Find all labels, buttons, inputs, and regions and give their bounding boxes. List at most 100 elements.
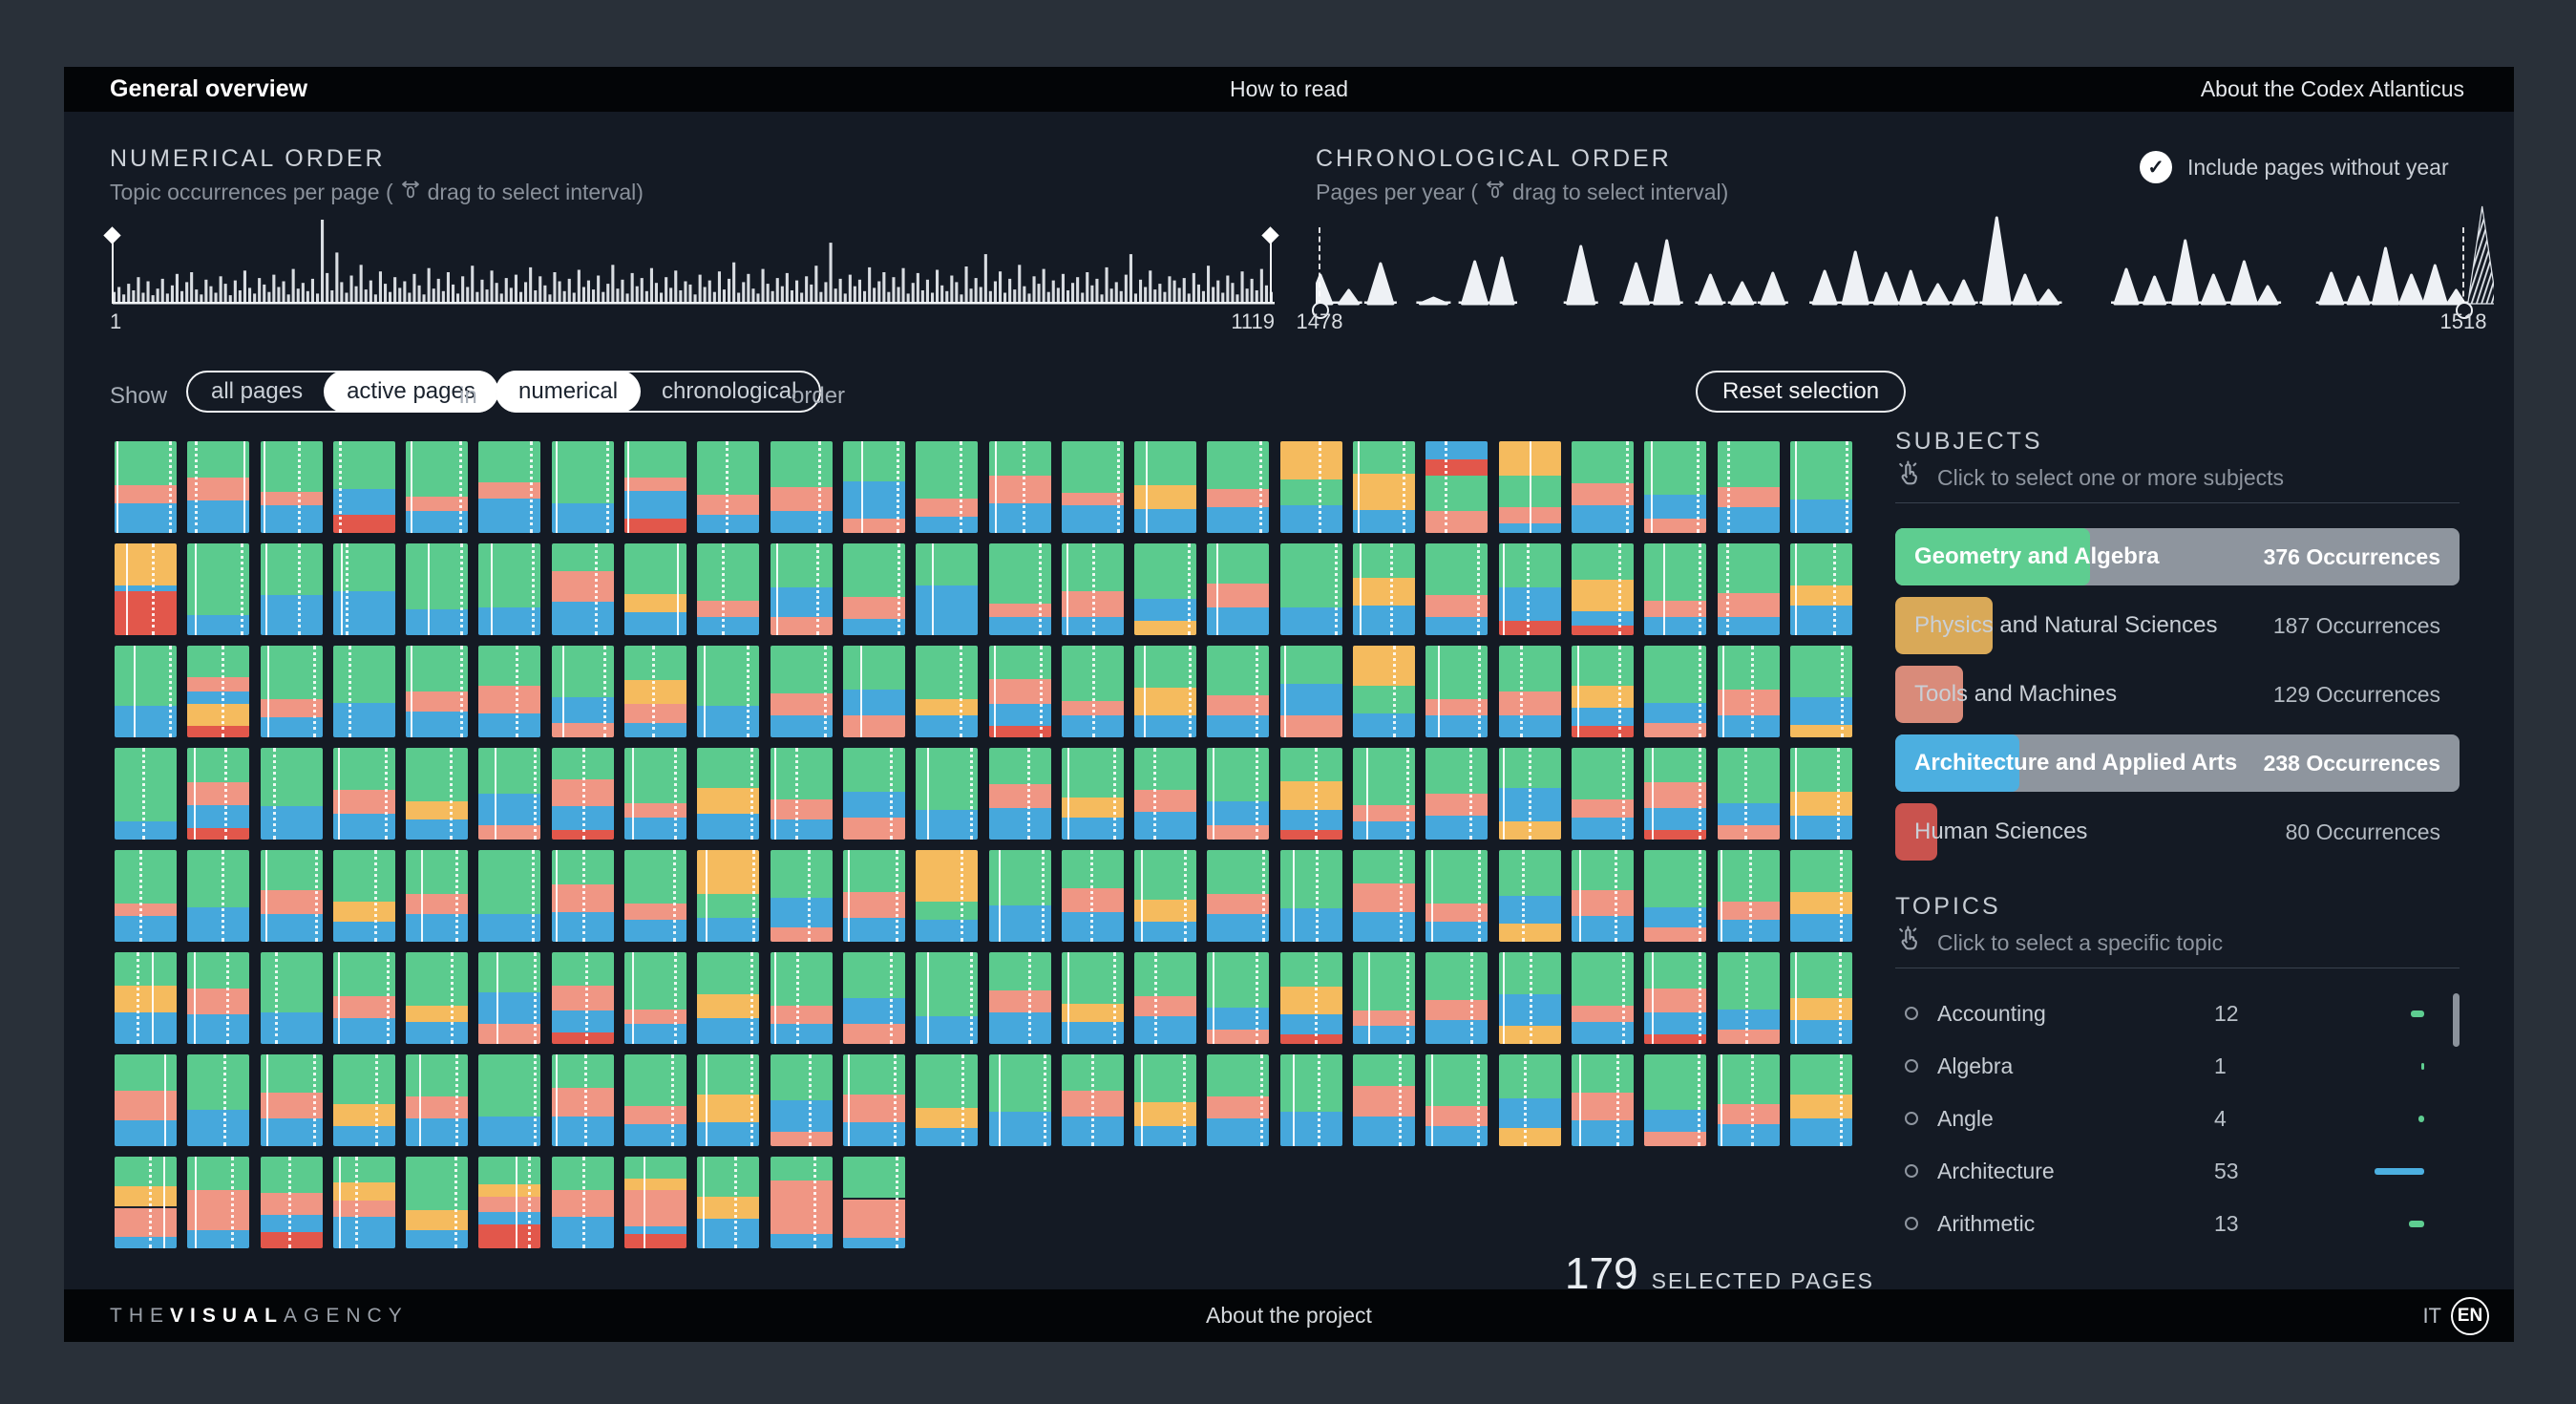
page-cell[interactable] bbox=[988, 1054, 1051, 1146]
subject-row[interactable]: Human Sciences 80 Occurrences bbox=[1895, 803, 2460, 861]
page-cell[interactable] bbox=[697, 850, 760, 942]
subject-row[interactable]: Physics and Natural Sciences 187 Occurren… bbox=[1895, 597, 2460, 654]
page-cell[interactable] bbox=[1061, 543, 1124, 635]
page-cell[interactable] bbox=[260, 1054, 323, 1146]
chrono-slider-start-handle[interactable] bbox=[1312, 302, 1329, 319]
page-cell[interactable] bbox=[1279, 441, 1342, 533]
page-cell[interactable] bbox=[1279, 646, 1342, 737]
subject-row[interactable]: Architecture and Applied Arts 238 Occurre… bbox=[1895, 734, 2460, 792]
page-cell[interactable] bbox=[115, 646, 177, 737]
subject-row[interactable]: Geometry and Algebra 376 Occurrences bbox=[1895, 528, 2460, 585]
page-cell[interactable] bbox=[1644, 850, 1707, 942]
page-cell[interactable] bbox=[406, 850, 469, 942]
page-cell[interactable] bbox=[916, 850, 979, 942]
toggle-numerical[interactable]: numerical bbox=[496, 371, 642, 413]
page-cell[interactable] bbox=[187, 646, 250, 737]
page-cell[interactable] bbox=[1353, 441, 1416, 533]
page-cell[interactable] bbox=[1134, 543, 1197, 635]
page-cell[interactable] bbox=[551, 441, 614, 533]
page-cell[interactable] bbox=[624, 748, 687, 840]
chronological-histogram[interactable] bbox=[1316, 197, 2494, 306]
page-cell[interactable] bbox=[1134, 850, 1197, 942]
page-cell[interactable] bbox=[1644, 1054, 1707, 1146]
page-cell[interactable] bbox=[916, 1054, 979, 1146]
page-cell[interactable] bbox=[624, 850, 687, 942]
page-cell[interactable] bbox=[770, 646, 833, 737]
page-cell[interactable] bbox=[1425, 543, 1489, 635]
page-cell[interactable] bbox=[1279, 748, 1342, 840]
page-cell[interactable] bbox=[1789, 543, 1852, 635]
page-cell[interactable] bbox=[770, 952, 833, 1044]
page-cell[interactable] bbox=[1571, 646, 1634, 737]
page-cell[interactable] bbox=[187, 952, 250, 1044]
page-cell[interactable] bbox=[1717, 441, 1780, 533]
page-cell[interactable] bbox=[1717, 952, 1780, 1044]
page-cell[interactable] bbox=[1425, 1054, 1489, 1146]
page-cell[interactable] bbox=[478, 952, 541, 1044]
page-cell[interactable] bbox=[624, 952, 687, 1044]
chrono-slider-end-handle[interactable] bbox=[2456, 302, 2473, 319]
topics-scrollbar[interactable] bbox=[2453, 993, 2460, 1047]
topic-row[interactable]: Arithmetic 13 bbox=[1895, 1209, 2453, 1238]
page-cell[interactable] bbox=[551, 850, 614, 942]
toggle-chronological[interactable]: chronological bbox=[662, 378, 797, 404]
page-cell[interactable] bbox=[1061, 952, 1124, 1044]
reset-selection-button[interactable]: Reset selection bbox=[1696, 371, 1907, 413]
page-cell[interactable] bbox=[406, 952, 469, 1044]
page-cell[interactable] bbox=[988, 441, 1051, 533]
page-cell[interactable] bbox=[406, 646, 469, 737]
page-cell[interactable] bbox=[697, 748, 760, 840]
page-cell[interactable] bbox=[478, 1054, 541, 1146]
page-cell[interactable] bbox=[842, 441, 905, 533]
page-cell[interactable] bbox=[1134, 952, 1197, 1044]
page-cell[interactable] bbox=[1207, 748, 1270, 840]
page-cell[interactable] bbox=[916, 748, 979, 840]
page-cell[interactable] bbox=[260, 1157, 323, 1248]
page-cell[interactable] bbox=[115, 441, 177, 533]
page-cell[interactable] bbox=[624, 543, 687, 635]
page-cell[interactable] bbox=[332, 646, 395, 737]
page-cell[interactable] bbox=[1207, 952, 1270, 1044]
page-cell[interactable] bbox=[260, 543, 323, 635]
page-cell[interactable] bbox=[1571, 441, 1634, 533]
page-cell[interactable] bbox=[1644, 952, 1707, 1044]
page-cell[interactable] bbox=[1717, 1054, 1780, 1146]
page-cell[interactable] bbox=[187, 1054, 250, 1146]
page-cell[interactable] bbox=[478, 543, 541, 635]
page-cell[interactable] bbox=[332, 1157, 395, 1248]
page-cell[interactable] bbox=[478, 646, 541, 737]
page-cell[interactable] bbox=[624, 441, 687, 533]
page-cell[interactable] bbox=[1207, 441, 1270, 533]
page-cell[interactable] bbox=[187, 748, 250, 840]
page-cell[interactable] bbox=[842, 646, 905, 737]
page-cell[interactable] bbox=[770, 1157, 833, 1248]
page-cell[interactable] bbox=[916, 952, 979, 1044]
numerical-histogram[interactable] bbox=[113, 218, 1275, 306]
page-cell[interactable] bbox=[842, 952, 905, 1044]
page-cell[interactable] bbox=[1061, 646, 1124, 737]
page-cell[interactable] bbox=[916, 646, 979, 737]
page-cell[interactable] bbox=[1353, 1054, 1416, 1146]
page-cell[interactable] bbox=[1134, 646, 1197, 737]
page-cell[interactable] bbox=[1207, 543, 1270, 635]
page-cell[interactable] bbox=[332, 748, 395, 840]
page-cell[interactable] bbox=[406, 543, 469, 635]
page-cell[interactable] bbox=[260, 748, 323, 840]
page-cell[interactable] bbox=[260, 646, 323, 737]
page-cell[interactable] bbox=[624, 646, 687, 737]
page-cell[interactable] bbox=[916, 441, 979, 533]
topic-row[interactable]: Architecture 53 bbox=[1895, 1157, 2453, 1185]
page-cell[interactable] bbox=[1789, 850, 1852, 942]
page-cell[interactable] bbox=[624, 1054, 687, 1146]
page-cell[interactable] bbox=[1789, 441, 1852, 533]
page-cell[interactable] bbox=[1061, 748, 1124, 840]
page-cell[interactable] bbox=[1789, 748, 1852, 840]
page-cell[interactable] bbox=[332, 850, 395, 942]
page-cell[interactable] bbox=[916, 543, 979, 635]
page-cell[interactable] bbox=[551, 748, 614, 840]
page-cell[interactable] bbox=[988, 952, 1051, 1044]
page-cell[interactable] bbox=[1571, 543, 1634, 635]
page-cell[interactable] bbox=[187, 543, 250, 635]
page-cell[interactable] bbox=[1789, 952, 1852, 1044]
page-cell[interactable] bbox=[1571, 850, 1634, 942]
